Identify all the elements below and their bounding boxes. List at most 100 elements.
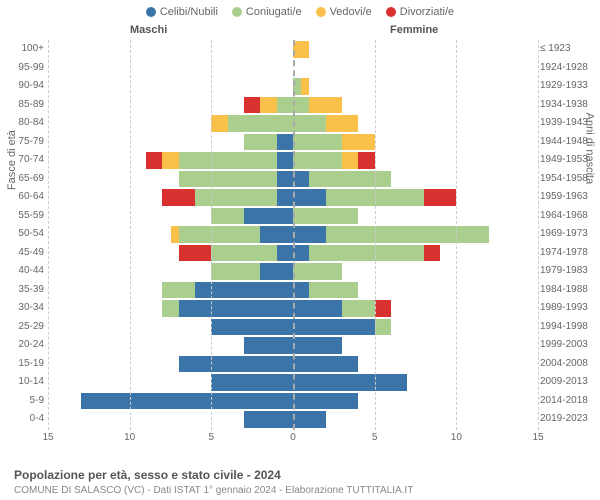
bar-segment	[277, 152, 293, 169]
bar-segment	[309, 282, 358, 299]
birth-year-label: 2014-2018	[540, 392, 596, 411]
grid-line	[211, 40, 212, 430]
bar-female	[293, 263, 342, 280]
bar-segment	[211, 245, 276, 262]
bar-male	[211, 319, 293, 336]
bar-segment	[293, 263, 342, 280]
bar-segment	[244, 134, 277, 151]
bar-female	[293, 337, 342, 354]
age-label: 90-94	[0, 77, 44, 96]
age-label: 15-19	[0, 355, 44, 374]
x-tick-label: 10	[124, 432, 135, 443]
bar-segment	[211, 263, 260, 280]
bar-segment	[293, 319, 375, 336]
bar-female	[293, 152, 375, 169]
birth-year-label: 2019-2023	[540, 410, 596, 429]
label-male: Maschi	[130, 24, 167, 36]
bar-segment	[293, 393, 358, 410]
bar-female	[293, 134, 375, 151]
bar-segment	[293, 374, 407, 391]
bar-segment	[179, 300, 293, 317]
bar-male	[244, 337, 293, 354]
bar-segment	[375, 319, 391, 336]
x-tick-label: 5	[209, 432, 215, 443]
bar-segment	[211, 208, 244, 225]
x-tick-label: 5	[372, 432, 378, 443]
age-label: 65-69	[0, 170, 44, 189]
legend-swatch	[146, 7, 156, 17]
bar-female	[293, 208, 358, 225]
bar-segment	[293, 226, 326, 243]
chart-area: 100+≤ 192395-991924-192890-941929-193385…	[48, 40, 538, 440]
grid-line	[293, 40, 295, 430]
bar-segment	[179, 356, 293, 373]
bar-segment	[342, 152, 358, 169]
bar-segment	[309, 171, 391, 188]
x-tick-label: 15	[532, 432, 543, 443]
birth-year-label: 1964-1968	[540, 207, 596, 226]
birth-year-label: ≤ 1923	[540, 40, 596, 59]
legend-label: Celibi/Nubili	[160, 6, 218, 18]
bar-male	[179, 171, 293, 188]
birth-year-label: 1994-1998	[540, 318, 596, 337]
grid-line	[48, 40, 49, 430]
legend-swatch	[316, 7, 326, 17]
bar-female	[293, 319, 391, 336]
bar-segment	[293, 245, 309, 262]
age-label: 70-74	[0, 151, 44, 170]
bar-segment	[326, 226, 489, 243]
bar-segment	[293, 97, 309, 114]
bar-segment	[146, 152, 162, 169]
bar-male	[244, 411, 293, 428]
grid-line	[130, 40, 131, 430]
age-label: 30-34	[0, 299, 44, 318]
bar-female	[293, 300, 391, 317]
age-label: 35-39	[0, 281, 44, 300]
birth-year-label: 2004-2008	[540, 355, 596, 374]
chart-subtitle: COMUNE DI SALASCO (VC) - Dati ISTAT 1° g…	[14, 485, 413, 496]
bar-female	[293, 97, 342, 114]
chart-title: Popolazione per età, sesso e stato civil…	[14, 468, 281, 482]
age-label: 80-84	[0, 114, 44, 133]
birth-year-label: 2009-2013	[540, 373, 596, 392]
bar-female	[293, 78, 309, 95]
age-label: 95-99	[0, 59, 44, 78]
x-tick-label: 0	[290, 432, 296, 443]
legend-label: Divorziati/e	[400, 6, 454, 18]
age-label: 0-4	[0, 410, 44, 429]
age-label: 50-54	[0, 225, 44, 244]
bar-segment	[179, 245, 212, 262]
legend-item: Coniugati/e	[232, 6, 302, 18]
grid-line	[375, 40, 376, 430]
bar-segment	[342, 134, 375, 151]
bar-female	[293, 115, 358, 132]
bar-male	[179, 245, 293, 262]
bar-segment	[358, 152, 374, 169]
bar-segment	[309, 245, 423, 262]
bar-segment	[301, 78, 309, 95]
bar-male	[171, 226, 293, 243]
bar-male	[211, 263, 293, 280]
bar-segment	[277, 171, 293, 188]
legend: Celibi/Nubili Coniugati/e Vedovi/e Divorzia…	[0, 0, 600, 20]
bar-segment	[211, 319, 293, 336]
birth-year-label: 1979-1983	[540, 262, 596, 281]
bar-segment	[293, 300, 342, 317]
age-label: 20-24	[0, 336, 44, 355]
label-female: Femmine	[390, 24, 438, 36]
legend-label: Vedovi/e	[330, 6, 372, 18]
birth-year-label: 1974-1978	[540, 244, 596, 263]
bar-female	[293, 41, 309, 58]
bar-segment	[293, 282, 309, 299]
age-label: 100+	[0, 40, 44, 59]
birth-year-label: 1969-1973	[540, 225, 596, 244]
bar-female	[293, 393, 358, 410]
bar-male	[162, 189, 293, 206]
bar-segment	[293, 356, 358, 373]
bar-female	[293, 374, 407, 391]
age-label: 85-89	[0, 96, 44, 115]
bar-female	[293, 282, 358, 299]
bar-segment	[277, 134, 293, 151]
age-label: 10-14	[0, 373, 44, 392]
x-tick-label: 10	[451, 432, 462, 443]
